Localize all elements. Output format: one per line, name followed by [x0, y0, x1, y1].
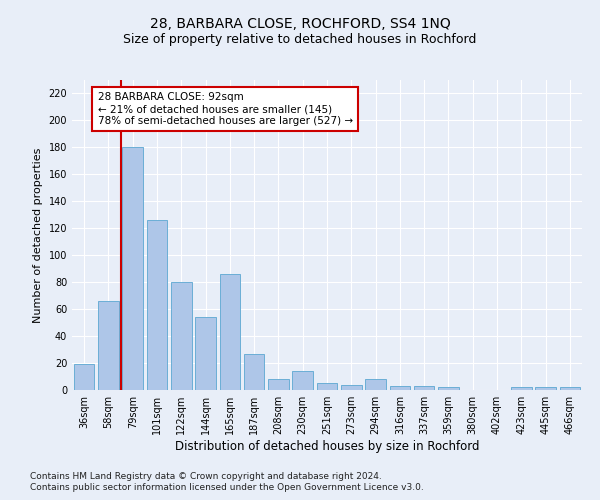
Bar — [171, 282, 191, 390]
Bar — [414, 386, 434, 390]
Bar — [220, 274, 240, 390]
Text: 28 BARBARA CLOSE: 92sqm
← 21% of detached houses are smaller (145)
78% of semi-d: 28 BARBARA CLOSE: 92sqm ← 21% of detache… — [97, 92, 353, 126]
X-axis label: Distribution of detached houses by size in Rochford: Distribution of detached houses by size … — [175, 440, 479, 453]
Bar — [341, 384, 362, 390]
Bar — [317, 384, 337, 390]
Text: 28, BARBARA CLOSE, ROCHFORD, SS4 1NQ: 28, BARBARA CLOSE, ROCHFORD, SS4 1NQ — [149, 18, 451, 32]
Text: Contains HM Land Registry data © Crown copyright and database right 2024.: Contains HM Land Registry data © Crown c… — [30, 472, 382, 481]
Y-axis label: Number of detached properties: Number of detached properties — [33, 148, 43, 322]
Text: Contains public sector information licensed under the Open Government Licence v3: Contains public sector information licen… — [30, 484, 424, 492]
Bar — [268, 379, 289, 390]
Bar — [511, 388, 532, 390]
Bar — [244, 354, 265, 390]
Bar — [98, 301, 119, 390]
Bar — [535, 388, 556, 390]
Bar — [122, 148, 143, 390]
Text: Size of property relative to detached houses in Rochford: Size of property relative to detached ho… — [124, 32, 476, 46]
Bar — [365, 379, 386, 390]
Bar — [389, 386, 410, 390]
Bar — [195, 317, 216, 390]
Bar — [74, 364, 94, 390]
Bar — [560, 388, 580, 390]
Bar — [146, 220, 167, 390]
Bar — [438, 388, 459, 390]
Bar — [292, 371, 313, 390]
